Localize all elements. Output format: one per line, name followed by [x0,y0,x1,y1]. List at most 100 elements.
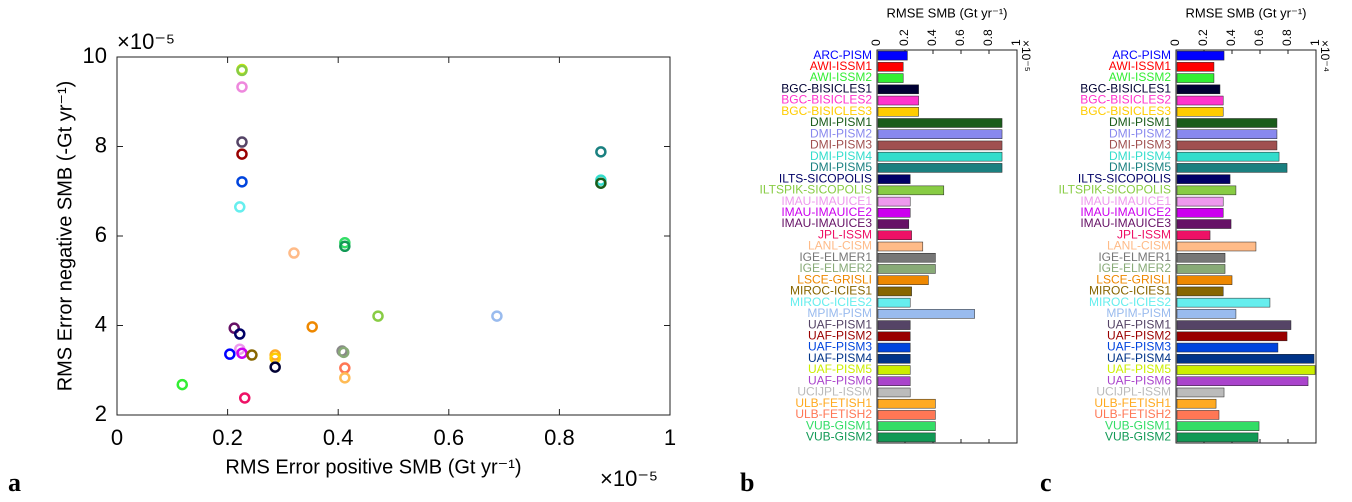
bar [877,320,911,330]
bar [877,365,911,375]
category-label: DMI-PISM2 [810,126,872,140]
bar [1176,398,1217,409]
category-label: ILTS-SICOPOLIS [1078,171,1171,185]
category-label: UCIJPL-ISSM [1096,385,1171,399]
bar [877,196,911,207]
category-label: DMI-PISM5 [1109,160,1171,174]
category-label: UAF-PISM5 [1107,362,1171,376]
point [236,148,248,160]
bar [1176,163,1288,173]
x-tick-label: 0 [1168,39,1182,46]
bar [877,208,911,218]
bar [877,410,936,420]
bar [1176,73,1215,83]
bar [1176,320,1292,330]
category-label: BGC-BISICLES1 [1080,81,1171,95]
bar [877,286,912,297]
x-exponent: ×10⁻⁵ [600,466,658,491]
x-tick-label: 0.4 [925,29,939,46]
category-label: AWI-ISSM2 [810,70,873,84]
category-label: LSCE-GRISLI [797,272,872,286]
category-label: UAF-PISM4 [808,351,872,365]
category-label: UAF-PISM2 [808,329,872,343]
point [339,240,351,253]
bar [877,174,911,184]
bar [1176,421,1260,431]
category-label: BGC-BISICLES2 [1080,93,1171,107]
x-tick-label: 0 [111,425,123,450]
category-label: DMI-PISM3 [810,138,872,152]
x-axis-label: RMS Error positive SMB (Gt yr⁻¹) [225,456,521,478]
category-label: MPIM-PISM [1106,306,1171,320]
category-label: UAF-PISM5 [808,362,872,376]
category-label: BGC-BISICLES1 [781,81,872,95]
plot-area [116,56,671,416]
bar [1176,107,1224,117]
bar [877,107,919,117]
category-label: AWI-ISSM1 [810,59,873,73]
x-tick-label: 0.2 [897,29,911,46]
bar [1176,140,1278,151]
category-label: UAF-PISM2 [1107,329,1171,343]
bar [1176,387,1225,398]
bar [877,241,924,252]
bar [1176,365,1316,375]
x-tick-label: 1 [1009,39,1023,46]
point [339,372,351,384]
bar [1176,331,1288,342]
bar [1176,151,1280,162]
bar [877,62,904,72]
bar [877,252,936,263]
plot-area [876,49,1018,444]
point [236,136,248,148]
y-exponent: ×10⁻⁵ [117,29,175,54]
bar [1176,309,1237,319]
category-label: DMI-PISM2 [1109,126,1171,140]
category-label: IMAU-IMAUICE3 [1080,216,1171,230]
bar [877,50,908,61]
point [224,348,236,360]
category-label: BGC-BISICLES3 [781,104,872,118]
x-tick-label: 0 [869,39,883,46]
y-tick-label: 8 [95,132,107,157]
bar [877,84,919,95]
bar [1176,410,1220,420]
category-label: UAF-PISM4 [1107,351,1171,365]
category-label: ILTS-SICOPOLIS [779,171,872,185]
x-tick-label: 0.8 [1280,29,1294,46]
category-label: IGE-ELMER1 [799,250,872,264]
category-label: MPIM-PISM [807,306,872,320]
category-label: ULB-FETISH2 [1094,407,1171,421]
x-tick-label: 0.8 [544,425,575,450]
point [595,177,607,189]
bar [877,219,910,229]
x-tick-label: 0.4 [1224,29,1238,46]
bar [877,73,904,83]
point [234,328,246,340]
x-tick-label: 0.6 [434,425,465,450]
bar [877,140,1003,151]
x-tick-label: 0.2 [212,425,243,450]
bar [877,151,1003,162]
category-label: UAF-PISM6 [1107,373,1171,387]
bar [877,376,911,386]
y-tick-label: 2 [95,401,107,426]
bar [1176,252,1226,263]
category-label: DMI-PISM1 [810,115,872,129]
x-exponent: ×10⁻⁵ [1019,40,1033,72]
category-label: IGE-ELMER2 [799,261,872,275]
category-label: IMAU-IMAUICE1 [781,194,872,208]
category-label: MIROC-ICIES2 [790,295,872,309]
bar [877,331,911,342]
category-label: IMAU-IMAUICE2 [1080,205,1171,219]
bar [1176,275,1233,285]
x-tick-label: 0.8 [981,29,995,46]
bar [1176,264,1226,274]
point [246,349,258,361]
y-tick-label: 10 [83,43,107,68]
x-tick-label: 1 [664,425,676,450]
category-label: VUB-GISM2 [806,430,872,444]
point [372,310,384,322]
x-tick-label: 0.4 [323,425,354,450]
point [234,201,246,213]
